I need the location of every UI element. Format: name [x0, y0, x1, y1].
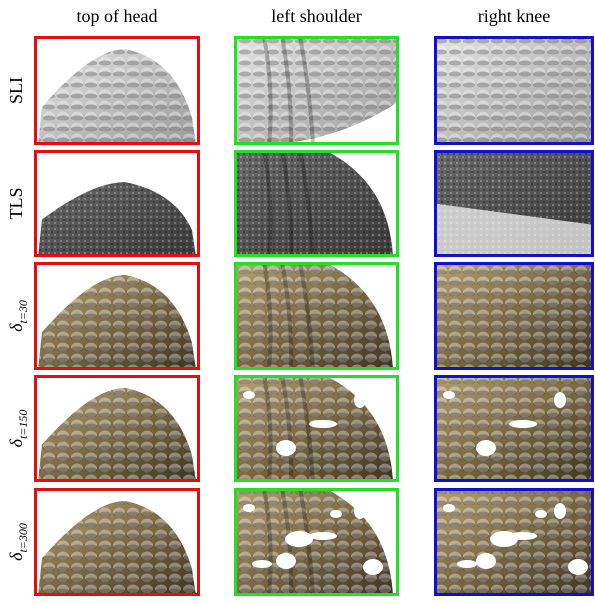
hole	[276, 553, 296, 569]
hole	[476, 440, 496, 456]
image-panel	[34, 488, 200, 596]
image-content	[434, 488, 594, 596]
surface-texture	[434, 36, 594, 145]
image-panel	[234, 150, 399, 257]
hole	[490, 531, 518, 547]
column-header: right knee	[478, 6, 550, 26]
hole	[243, 391, 255, 399]
image-panel	[34, 150, 200, 257]
row-label: δt=300	[6, 523, 30, 561]
image-content	[234, 375, 399, 482]
image-panel	[234, 36, 399, 145]
hole	[276, 440, 296, 456]
image-panel	[434, 262, 594, 370]
hole	[330, 510, 342, 518]
image-content	[234, 36, 399, 145]
image-content	[434, 150, 594, 257]
image-panel	[234, 488, 399, 596]
surface-texture	[434, 262, 594, 370]
figure: top of head left shoulder right knee SLI TLS…	[0, 0, 595, 599]
image-content	[34, 150, 200, 257]
image-panel	[34, 36, 200, 145]
image-content	[234, 150, 399, 257]
hole	[309, 420, 337, 428]
image-content	[434, 36, 594, 145]
hole	[443, 391, 455, 399]
image-panel	[434, 150, 594, 257]
image-content	[434, 375, 594, 482]
image-panel	[434, 36, 594, 145]
image-content	[234, 262, 399, 370]
image-content	[34, 375, 200, 482]
row-label-subscript: t=300	[16, 523, 30, 552]
image-panel	[234, 375, 399, 482]
image-content	[34, 36, 200, 145]
image-content	[234, 488, 399, 596]
row-label-subscript: t=150	[16, 410, 30, 439]
image-content	[34, 488, 200, 596]
hole	[285, 531, 313, 547]
row-label: TLS	[6, 187, 26, 219]
image-content	[34, 262, 200, 370]
surface-texture	[434, 375, 594, 482]
hole	[354, 503, 366, 519]
row-label: δt=30	[6, 300, 30, 332]
row-label: SLI	[6, 77, 26, 104]
column-header: top of head	[77, 6, 158, 26]
hole	[554, 392, 566, 408]
hole	[476, 553, 496, 569]
row-label: δt=150	[6, 410, 30, 448]
page: {"columns": ["top of head", "left should…	[0, 0, 595, 599]
hole	[354, 392, 366, 408]
image-panel	[34, 375, 200, 482]
hole	[535, 510, 547, 518]
image-panel	[434, 488, 594, 596]
hole	[568, 559, 588, 575]
hole	[243, 504, 255, 512]
hole	[363, 559, 383, 575]
hole	[309, 532, 337, 540]
hole	[252, 560, 272, 568]
hole	[457, 560, 477, 568]
image-content	[434, 262, 594, 370]
image-panel	[434, 375, 594, 482]
column-header: left shoulder	[271, 6, 361, 26]
image-panel	[234, 262, 399, 370]
hole	[509, 420, 537, 428]
hole	[443, 504, 455, 512]
row-label-subscript: t=30	[16, 300, 30, 323]
hole	[554, 503, 566, 519]
image-panel	[34, 262, 200, 370]
